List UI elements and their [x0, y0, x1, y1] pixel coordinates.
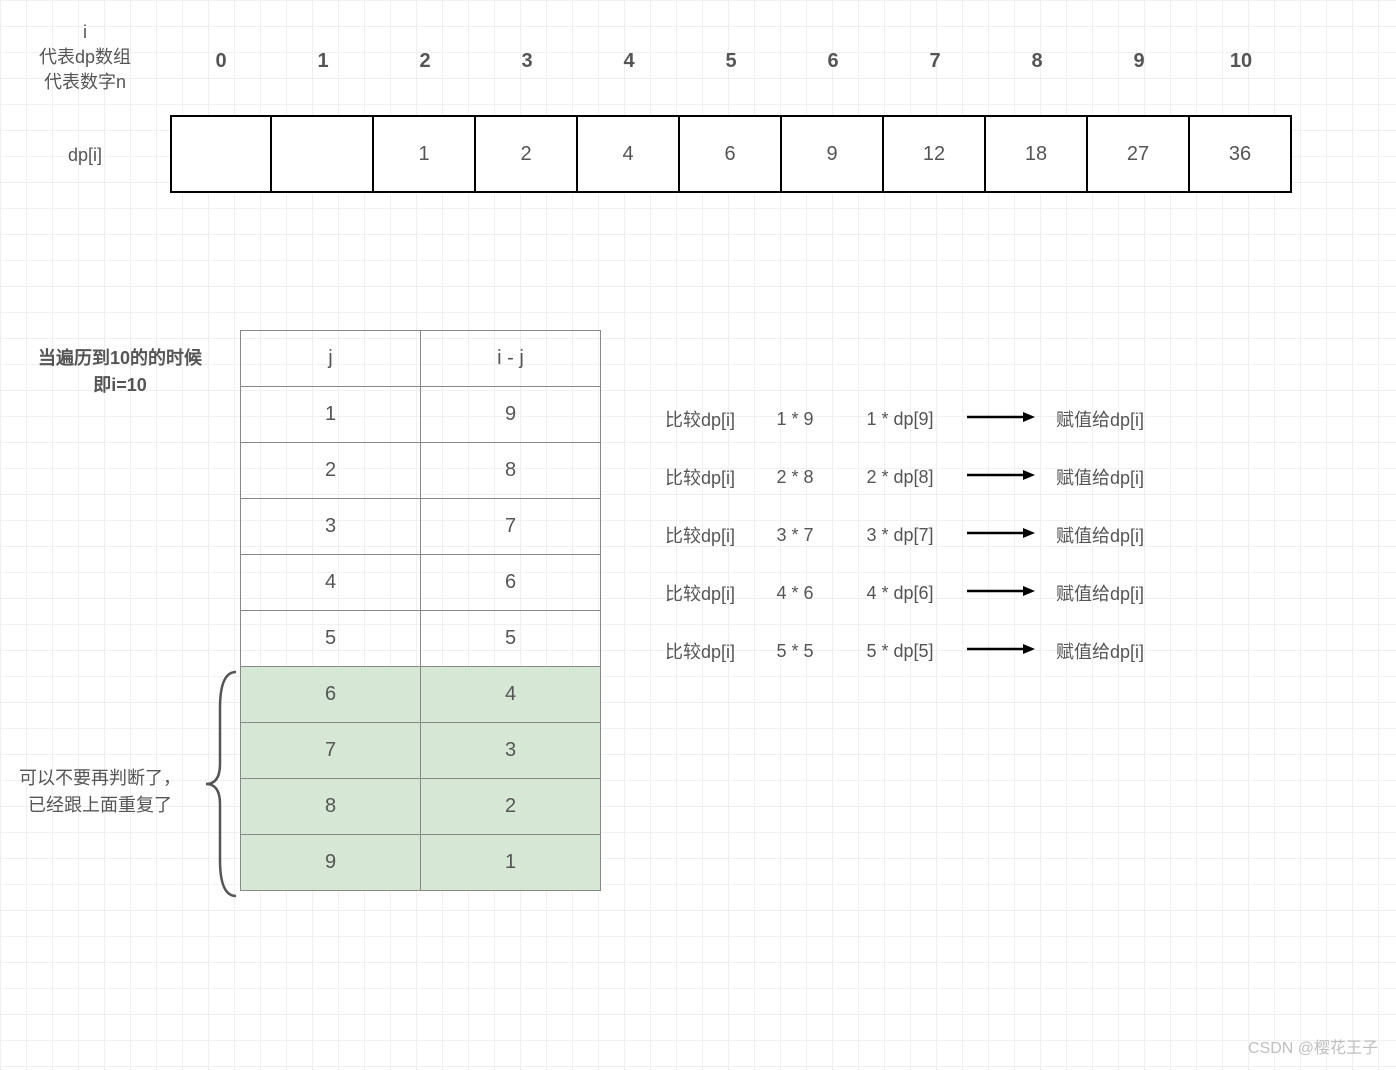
pair-row: 19: [241, 387, 601, 443]
idx-2: 2: [374, 50, 476, 73]
pair-row: 82: [241, 779, 601, 835]
cmp-dpexpr: 1 * dp[9]: [840, 409, 960, 430]
redund-l1: 可以不要再判断了，: [0, 765, 200, 792]
idx-9: 9: [1088, 50, 1190, 73]
pair-row: 46: [241, 555, 601, 611]
cmp-label: 比较dp[i]: [650, 406, 750, 432]
cmp-row: 比较dp[i] 1 * 9 1 * dp[9] 赋值给dp[i]: [650, 390, 1160, 448]
dp-cell-9: 27: [1088, 115, 1190, 193]
cmp-prod: 5 * 5: [750, 641, 840, 662]
cmp-label: 比较dp[i]: [650, 464, 750, 490]
dp-cell-1: [272, 115, 374, 193]
pair-row: 28: [241, 443, 601, 499]
pair-j: 5: [241, 611, 421, 667]
cmp-prod: 2 * 8: [750, 467, 840, 488]
idx-label-l1: i: [0, 20, 170, 45]
pair-row: 73: [241, 723, 601, 779]
idx-8: 8: [986, 50, 1088, 73]
index-row: 0 1 2 3 4 5 6 7 8 9 10: [170, 50, 1292, 73]
pair-j: 1: [241, 387, 421, 443]
arrow-icon: [960, 409, 1040, 430]
dp-cell-4: 4: [578, 115, 680, 193]
dp-cell-0: [170, 115, 272, 193]
cmp-assign: 赋值给dp[i]: [1040, 406, 1160, 432]
cmp-dpexpr: 3 * dp[7]: [840, 525, 960, 546]
cmp-row: 比较dp[i] 2 * 8 2 * dp[8] 赋值给dp[i]: [650, 448, 1160, 506]
pair-row: 37: [241, 499, 601, 555]
redund-l2: 已经跟上面重复了: [0, 792, 200, 819]
dp-cell-7: 12: [884, 115, 986, 193]
pair-header-row: j i - j: [241, 331, 601, 387]
idx-10: 10: [1190, 50, 1292, 73]
iter-note-l2: 即i=10: [10, 372, 230, 399]
idx-4: 4: [578, 50, 680, 73]
pair-ij: 7: [421, 499, 601, 555]
pair-j: 3: [241, 499, 421, 555]
dp-row: 1 2 4 6 9 12 18 27 36: [170, 115, 1292, 193]
pair-ij: 5: [421, 611, 601, 667]
dp-cell-2: 1: [374, 115, 476, 193]
arrow-icon: [960, 467, 1040, 488]
dp-cell-3: 2: [476, 115, 578, 193]
iter-note-l1: 当遍历到10的的时候: [10, 345, 230, 372]
idx-0: 0: [170, 50, 272, 73]
cmp-row: 比较dp[i] 4 * 6 4 * dp[6] 赋值给dp[i]: [650, 564, 1160, 622]
pair-j: 6: [241, 667, 421, 723]
cmp-dpexpr: 2 * dp[8]: [840, 467, 960, 488]
cmp-dpexpr: 4 * dp[6]: [840, 583, 960, 604]
pair-hdr-ij: i - j: [421, 331, 601, 387]
cmp-prod: 3 * 7: [750, 525, 840, 546]
iteration-note: 当遍历到10的的时候 即i=10: [10, 345, 230, 399]
dp-cell-5: 6: [680, 115, 782, 193]
cmp-row: 比较dp[i] 3 * 7 3 * dp[7] 赋值给dp[i]: [650, 506, 1160, 564]
cmp-row: 比较dp[i] 5 * 5 5 * dp[5] 赋值给dp[i]: [650, 622, 1160, 680]
pair-ij: 1: [421, 835, 601, 891]
pair-ij: 4: [421, 667, 601, 723]
pair-ij: 3: [421, 723, 601, 779]
cmp-assign: 赋值给dp[i]: [1040, 580, 1160, 606]
cmp-label: 比较dp[i]: [650, 638, 750, 664]
cmp-assign: 赋值给dp[i]: [1040, 522, 1160, 548]
cmp-assign: 赋值给dp[i]: [1040, 638, 1160, 664]
idx-label-l3: 代表数字n: [0, 70, 170, 95]
pair-ij: 6: [421, 555, 601, 611]
pair-row: 55: [241, 611, 601, 667]
pair-j: 4: [241, 555, 421, 611]
cmp-assign: 赋值给dp[i]: [1040, 464, 1160, 490]
comparison-block: 比较dp[i] 1 * 9 1 * dp[9] 赋值给dp[i] 比较dp[i]…: [650, 390, 1160, 680]
pair-ij: 2: [421, 779, 601, 835]
dp-cell-10: 36: [1190, 115, 1292, 193]
idx-3: 3: [476, 50, 578, 73]
index-column-label: i 代表dp数组 代表数字n: [0, 20, 170, 96]
pair-hdr-j: j: [241, 331, 421, 387]
idx-5: 5: [680, 50, 782, 73]
cmp-prod: 1 * 9: [750, 409, 840, 430]
redundant-note: 可以不要再判断了， 已经跟上面重复了: [0, 765, 200, 819]
brace-icon: [200, 668, 240, 900]
pair-ij: 8: [421, 443, 601, 499]
arrow-icon: [960, 583, 1040, 604]
pair-j: 9: [241, 835, 421, 891]
arrow-icon: [960, 641, 1040, 662]
pair-row: 64: [241, 667, 601, 723]
dp-row-label: dp[i]: [0, 145, 170, 166]
cmp-label: 比较dp[i]: [650, 580, 750, 606]
arrow-icon: [960, 525, 1040, 546]
pair-ij: 9: [421, 387, 601, 443]
pair-j: 2: [241, 443, 421, 499]
dp-cell-6: 9: [782, 115, 884, 193]
idx-7: 7: [884, 50, 986, 73]
cmp-label: 比较dp[i]: [650, 522, 750, 548]
cmp-dpexpr: 5 * dp[5]: [840, 641, 960, 662]
idx-label-l2: 代表dp数组: [0, 45, 170, 70]
pair-j: 7: [241, 723, 421, 779]
dp-cell-8: 18: [986, 115, 1088, 193]
pair-table: j i - j 19 28 37 46 55 64 73 82 91: [240, 330, 601, 891]
watermark: CSDN @樱花王子: [1248, 1034, 1378, 1058]
pair-row: 91: [241, 835, 601, 891]
idx-1: 1: [272, 50, 374, 73]
cmp-prod: 4 * 6: [750, 583, 840, 604]
pair-j: 8: [241, 779, 421, 835]
idx-6: 6: [782, 50, 884, 73]
